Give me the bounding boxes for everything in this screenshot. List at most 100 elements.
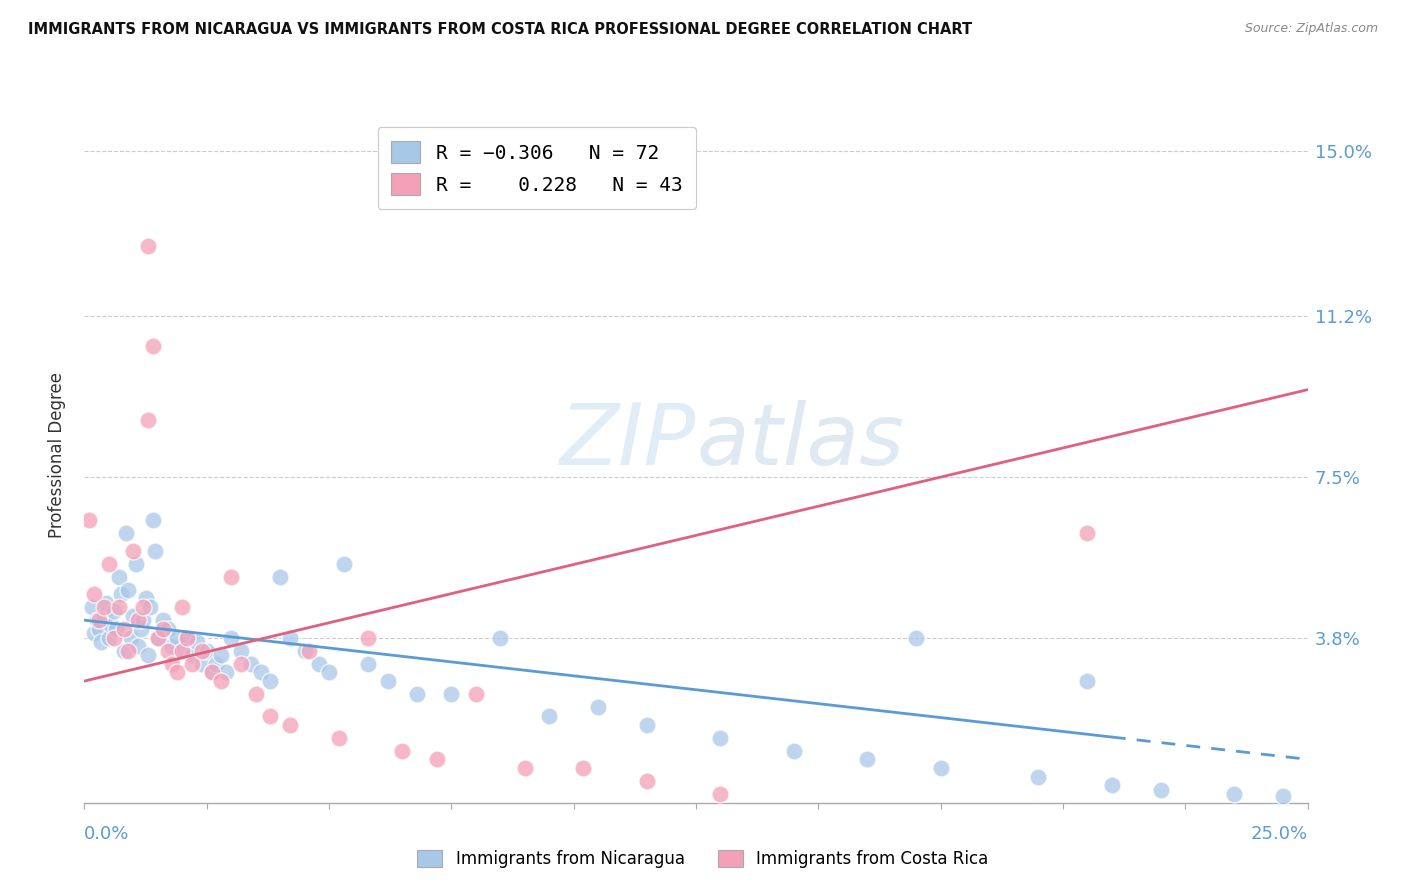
Point (259, 708, 281, 723)
Point (586, 700, 609, 714)
Point (440, 687, 463, 701)
Point (93, 608, 115, 623)
Point (357, 657, 380, 671)
Point (142, 513, 165, 527)
Point (152, 613, 174, 627)
Point (1223, 787, 1246, 801)
Point (636, 774, 658, 789)
Point (391, 744, 413, 758)
Point (294, 643, 316, 657)
Point (110, 587, 132, 601)
Point (162, 657, 184, 671)
Point (278, 717, 301, 731)
Point (77, 513, 100, 527)
Point (308, 657, 330, 671)
Point (146, 631, 169, 645)
Point (328, 731, 350, 745)
Point (245, 687, 267, 701)
Point (132, 600, 155, 615)
Point (122, 608, 145, 623)
Point (513, 761, 536, 775)
Point (97, 557, 120, 571)
Point (269, 570, 291, 584)
Point (117, 582, 139, 597)
Point (143, 543, 166, 558)
Point (112, 643, 135, 657)
Point (318, 665, 340, 680)
Point (1150, 782, 1173, 797)
Point (709, 787, 731, 801)
Point (135, 591, 157, 606)
Point (146, 631, 169, 645)
Point (636, 717, 658, 731)
Point (107, 600, 129, 615)
Point (215, 665, 238, 680)
Point (464, 687, 486, 701)
Text: IMMIGRANTS FROM NICARAGUA VS IMMIGRANTS FROM COSTA RICA PROFESSIONAL DEGREE CORR: IMMIGRANTS FROM NICARAGUA VS IMMIGRANTS … (28, 22, 972, 37)
Point (298, 643, 321, 657)
Point (209, 674, 232, 689)
Point (538, 708, 561, 723)
Point (1076, 526, 1098, 541)
Point (489, 631, 512, 645)
Point (117, 643, 139, 657)
Point (172, 600, 194, 615)
Point (181, 648, 204, 662)
Point (86, 613, 108, 627)
Text: Source: ZipAtlas.com: Source: ZipAtlas.com (1244, 22, 1378, 36)
Point (1101, 778, 1123, 792)
Point (572, 761, 595, 775)
Point (120, 631, 142, 645)
Point (259, 674, 281, 689)
Point (103, 605, 125, 619)
Y-axis label: Professional Degree: Professional Degree (48, 372, 66, 538)
Point (136, 239, 159, 253)
Point (186, 635, 208, 649)
Point (209, 648, 232, 662)
Point (426, 752, 449, 766)
Point (132, 613, 155, 627)
Point (219, 570, 242, 584)
Point (709, 731, 731, 745)
Point (142, 339, 165, 353)
Point (127, 639, 149, 653)
Point (105, 622, 128, 636)
Point (87, 613, 110, 627)
Point (97, 631, 120, 645)
Point (122, 543, 145, 558)
Point (229, 657, 252, 671)
Point (1272, 789, 1295, 804)
Point (129, 622, 152, 636)
Text: atlas: atlas (696, 400, 904, 483)
Point (219, 631, 242, 645)
Point (93, 600, 115, 615)
Legend: Immigrants from Nicaragua, Immigrants from Costa Rica: Immigrants from Nicaragua, Immigrants fr… (411, 843, 995, 875)
Point (100, 617, 122, 632)
Point (200, 665, 222, 680)
Point (205, 657, 228, 671)
Text: 0.0%: 0.0% (84, 825, 129, 843)
Point (172, 643, 194, 657)
Point (90, 635, 112, 649)
Point (1028, 770, 1050, 784)
Point (83, 587, 105, 601)
Point (112, 622, 135, 636)
Point (377, 674, 399, 689)
Point (115, 526, 138, 541)
Point (357, 631, 380, 645)
Point (139, 600, 162, 615)
Point (127, 613, 149, 627)
Legend: R = −0.306   N = 72, R =    0.228   N = 43: R = −0.306 N = 72, R = 0.228 N = 43 (378, 128, 696, 209)
Point (166, 665, 188, 680)
Text: 25.0%: 25.0% (1250, 825, 1308, 843)
Point (783, 744, 806, 758)
Point (239, 657, 262, 671)
Point (856, 752, 879, 766)
Point (96, 596, 118, 610)
Point (406, 687, 429, 701)
Point (191, 657, 214, 671)
Point (905, 631, 928, 645)
Point (80, 600, 103, 615)
Point (195, 643, 218, 657)
Point (172, 643, 194, 657)
